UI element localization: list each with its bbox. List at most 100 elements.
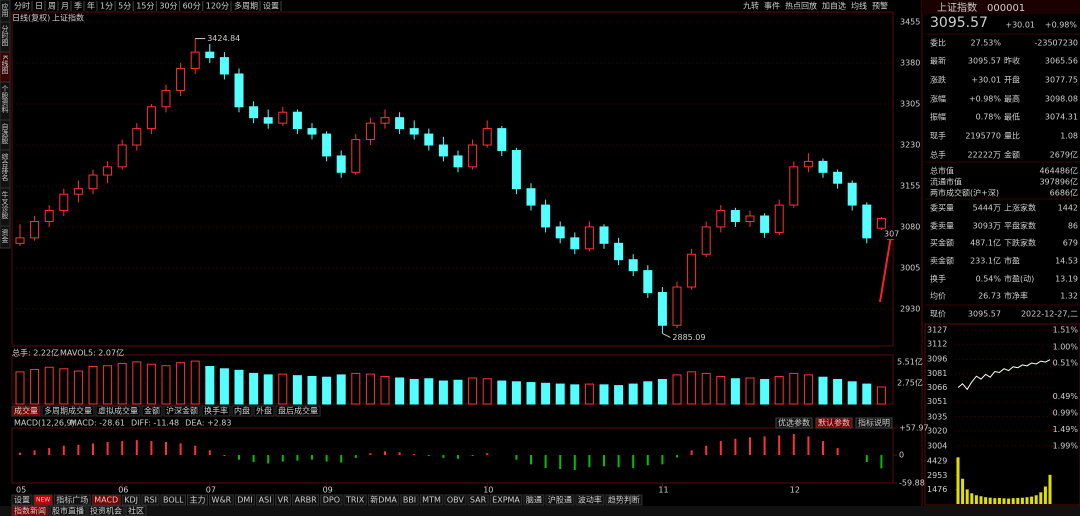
tab-box[interactable]: [575, 494, 605, 506]
indicator-tab[interactable]: 新DMA: [370, 495, 397, 505]
tab-box[interactable]: [87, 505, 125, 516]
tab-box[interactable]: [253, 405, 275, 417]
tab-box[interactable]: [367, 494, 400, 506]
tab-box[interactable]: [523, 494, 545, 506]
tab-box[interactable]: [275, 494, 292, 506]
period-tab[interactable]: 日: [35, 2, 43, 11]
tab-box[interactable]: [234, 494, 256, 506]
bottom-tab[interactable]: 社区: [128, 506, 144, 516]
indicator-tab[interactable]: 趋势判断: [608, 495, 640, 505]
period-tab[interactable]: 120分: [206, 2, 229, 11]
volume-tab[interactable]: 虚拟成交量: [98, 406, 138, 416]
tab-box[interactable]: [11, 405, 41, 417]
tab-box[interactable]: [201, 405, 231, 417]
period-tab[interactable]: 周: [48, 2, 56, 11]
indicator-tab[interactable]: 设置: [14, 495, 30, 505]
period-tab[interactable]: 设置: [263, 1, 279, 11]
tab-box[interactable]: [160, 494, 187, 506]
indicator-tab[interactable]: OBV: [447, 496, 465, 505]
indicator-tab[interactable]: DMI: [237, 496, 252, 505]
volume-tab[interactable]: 金额: [144, 406, 160, 416]
tab-box[interactable]: [141, 494, 160, 506]
tab-box[interactable]: [231, 405, 253, 417]
button-box[interactable]: [775, 417, 813, 429]
indicator-tab[interactable]: MTM: [422, 496, 441, 505]
tab-box[interactable]: [209, 494, 234, 506]
tab-box[interactable]: [256, 494, 275, 506]
tab-box[interactable]: [320, 494, 343, 506]
tab-box[interactable]: [49, 505, 87, 516]
volume-tab[interactable]: 沪深金额: [166, 406, 198, 416]
period-tab[interactable]: 15分: [136, 2, 154, 11]
volume-tab[interactable]: 换手率: [204, 406, 228, 416]
tool-button[interactable]: 预警: [872, 1, 888, 11]
indicator-tab[interactable]: TRIX: [345, 496, 365, 505]
period-tab[interactable]: 分时: [14, 1, 30, 11]
macd-button[interactable]: 默认参数: [818, 418, 850, 428]
tool-button[interactable]: 事件: [764, 1, 780, 11]
volume-tab[interactable]: 成交量: [14, 406, 38, 416]
period-tab[interactable]: 30分: [159, 2, 177, 11]
indicator-tab[interactable]: SAR: [470, 496, 487, 505]
button-box[interactable]: [815, 417, 853, 429]
tab-box[interactable]: [11, 505, 49, 516]
bottom-tab[interactable]: 股市直播: [52, 506, 84, 516]
indicator-tab[interactable]: KDJ: [124, 496, 138, 505]
tab-box[interactable]: [53, 494, 91, 506]
indicator-tab[interactable]: 波动率: [578, 495, 602, 505]
tab-box[interactable]: [419, 494, 444, 506]
tab-box[interactable]: [467, 494, 489, 506]
tool-button[interactable]: 九转: [743, 1, 759, 11]
tab-box[interactable]: [95, 405, 141, 417]
tab-box[interactable]: [163, 405, 201, 417]
indicator-tab[interactable]: RSI: [144, 496, 157, 505]
indicator-tab[interactable]: VR: [278, 496, 289, 505]
indicator-tab[interactable]: 主力: [190, 495, 206, 505]
tool-button[interactable]: 热点回放: [785, 1, 817, 11]
tab-box[interactable]: [545, 494, 575, 506]
indicator-tab[interactable]: ASI: [259, 496, 272, 505]
tab-box[interactable]: [343, 494, 367, 506]
tab-box[interactable]: [121, 494, 141, 506]
tab-box[interactable]: [605, 494, 643, 506]
period-tab[interactable]: 60分: [183, 2, 201, 11]
bottom-tab[interactable]: 投资机会: [90, 506, 122, 516]
tab-box[interactable]: [489, 494, 523, 506]
period-tab[interactable]: 年: [87, 1, 95, 11]
sidebar-tab[interactable]: [0, 225, 11, 249]
tab-box[interactable]: [41, 405, 95, 417]
macd-button[interactable]: 指标说明: [858, 418, 890, 428]
indicator-tab[interactable]: W&R: [212, 496, 232, 505]
tab-box[interactable]: [33, 494, 53, 506]
period-tab[interactable]: 1分: [100, 2, 113, 11]
tab-box[interactable]: [292, 494, 320, 506]
button-box[interactable]: [855, 417, 893, 429]
tab-box[interactable]: [444, 494, 467, 506]
indicator-tab[interactable]: BOLL: [163, 496, 184, 505]
tab-box[interactable]: [125, 505, 147, 516]
volume-tab[interactable]: 外盘: [256, 406, 272, 416]
indicator-tab[interactable]: 沪股通: [548, 495, 572, 505]
tab-box[interactable]: [400, 494, 419, 506]
tab-box[interactable]: [11, 494, 33, 506]
tab-box[interactable]: [187, 494, 209, 506]
volume-tab[interactable]: 内盘: [234, 406, 250, 416]
indicator-tab[interactable]: MACD: [94, 496, 118, 505]
tab-box[interactable]: [91, 494, 121, 506]
period-tab[interactable]: 月: [61, 2, 69, 11]
macd-button[interactable]: 优选参数: [778, 418, 810, 428]
volume-tab[interactable]: 多周期成交量: [44, 406, 92, 416]
tab-box[interactable]: [141, 405, 163, 417]
bottom-tab[interactable]: 指数新闻: [14, 506, 46, 516]
tool-button[interactable]: 加自选: [822, 1, 846, 11]
indicator-tab[interactable]: ARBR: [295, 496, 318, 505]
period-tab[interactable]: 季: [74, 1, 82, 11]
tool-button[interactable]: 均线: [851, 1, 867, 11]
indicator-tab[interactable]: NEW: [36, 497, 50, 504]
volume-tab[interactable]: 盘后成交量: [278, 406, 318, 416]
period-tab[interactable]: 多周期: [234, 1, 258, 11]
indicator-tab[interactable]: EXPMA: [492, 496, 520, 505]
indicator-tab[interactable]: BBI: [403, 496, 416, 505]
indicator-tab[interactable]: DPO: [323, 496, 340, 505]
indicator-tab[interactable]: 指标广场: [56, 495, 88, 505]
